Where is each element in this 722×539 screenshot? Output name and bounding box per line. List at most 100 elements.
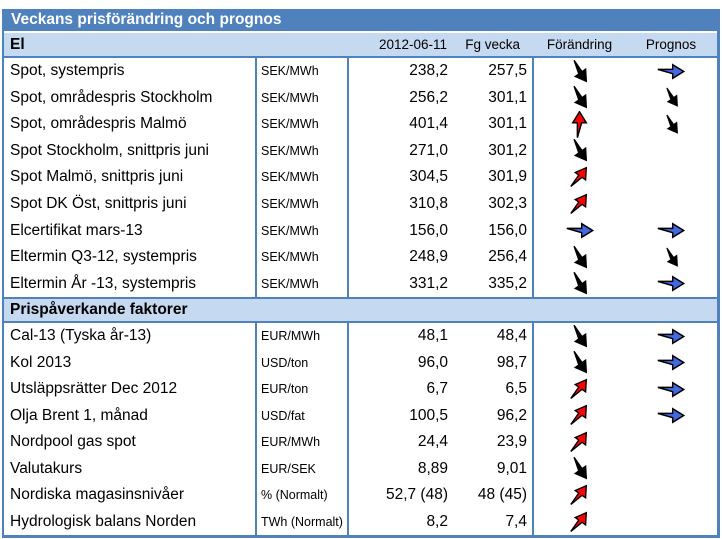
blue-right-arrow-icon: [657, 63, 686, 80]
blue-right-arrow-icon: [657, 407, 686, 424]
table-row: Eltermin Q3-12, systempris SEK/MWh 248,9…: [4, 243, 717, 271]
section-label-factors: Prispåverkande faktorer: [10, 300, 188, 318]
row-change-arrow-cell: [534, 191, 625, 218]
row-forecast-arrow-cell: [625, 349, 717, 376]
row-previous-value: 335,2: [453, 270, 534, 297]
row-change-arrow-cell: [534, 138, 625, 165]
table-row: Spot Malmö, snittpris juni SEK/MWh 304,5…: [4, 164, 717, 191]
row-name: Elcertifikat mars-13: [4, 217, 257, 244]
row-unit: SEK/MWh: [257, 190, 349, 218]
red-up-arrow-icon: [570, 511, 588, 532]
row-previous-value: 156,0: [453, 217, 534, 244]
row-current-value: 6,7: [426, 380, 448, 398]
row-previous-value: 98,7: [453, 349, 534, 377]
blue-right-arrow-icon: [566, 222, 594, 239]
row-unit: EUR/MWh: [257, 429, 349, 456]
row-current-value: 331,2: [409, 274, 448, 292]
row-forecast-arrow-cell: [625, 85, 717, 112]
row-current-value: 24,4: [417, 433, 448, 451]
section-factors-rows: Cal-13 (Tyska år-13) EUR/MWh 48,1 48,4 K…: [4, 322, 717, 536]
row-unit: SEK/MWh: [257, 137, 349, 165]
row-name: Kol 2013: [4, 349, 257, 377]
row-current-value: 304,5: [409, 168, 448, 186]
table-row: Olja Brent 1, månad USD/fat 100,5 96,2: [4, 402, 717, 430]
black-down-arrow-icon: [573, 351, 588, 374]
blue-right-arrow-icon: [657, 354, 686, 371]
row-current-value: 48,1: [417, 327, 448, 345]
table-row: Elcertifikat mars-13 SEK/MWh 156,0 156,0: [4, 217, 717, 244]
row-forecast-arrow-cell: [625, 403, 717, 430]
table-row: Spot, systempris SEK/MWh 238,2 257,5: [4, 58, 717, 85]
black-down-arrow-icon: [573, 86, 588, 109]
row-forecast-arrow-cell: [625, 244, 717, 271]
row-name: Valutakurs: [4, 455, 257, 483]
table-row: Spot Stockholm, snittpris juni SEK/MWh 2…: [4, 137, 717, 165]
table-row: Kol 2013 USD/ton 96,0 98,7: [4, 349, 717, 377]
row-unit: SEK/MWh: [257, 243, 349, 271]
row-change-arrow-cell: [534, 482, 625, 509]
row-forecast-arrow-cell: [625, 509, 717, 536]
row-name: Eltermin År -13, systempris: [4, 270, 257, 297]
row-forecast-arrow-cell: [625, 164, 717, 191]
row-current-value: 156,0: [409, 221, 448, 239]
row-change-arrow-cell: [534, 429, 625, 456]
table-row: Utsläppsrätter Dec 2012 EUR/ton 6,7 6,5: [4, 376, 717, 403]
row-current-value: 52,7 (48): [385, 486, 448, 504]
row-current-value: 310,8: [409, 195, 448, 212]
red-up-arrow-icon: [570, 193, 588, 214]
table-title: Veckans prisförändring och prognos: [4, 9, 717, 33]
row-current-value: 8,89: [417, 459, 448, 477]
row-unit: EUR/MWh: [257, 322, 349, 350]
row-current-value: 8,2: [426, 513, 448, 531]
row-previous-value: 96,2: [453, 402, 534, 430]
table-row: Spot, områdespris Stockholm SEK/MWh 256,…: [4, 84, 717, 112]
row-unit: SEK/MWh: [257, 217, 349, 244]
row-current-value: 256,2: [409, 88, 448, 106]
row-change-arrow-cell: [534, 244, 625, 271]
table-row: Nordpool gas spot EUR/MWh 24,4 23,9: [4, 429, 717, 456]
row-name: Spot DK Öst, snittpris juni: [4, 190, 257, 218]
row-unit: SEK/MWh: [257, 84, 349, 112]
table-row: Nordiska magasinsnivåer % (Normalt) 52,7…: [4, 482, 717, 509]
row-current-value: 96,0: [417, 353, 448, 371]
row-change-arrow-cell: [534, 376, 625, 403]
table-row: Cal-13 (Tyska år-13) EUR/MWh 48,1 48,4: [4, 322, 717, 350]
row-forecast-arrow-cell: [625, 270, 717, 297]
column-header-prev-week: Fg vecka: [465, 37, 520, 52]
row-change-arrow-cell: [534, 217, 625, 244]
row-previous-value: 301,9: [453, 164, 534, 191]
row-change-arrow-cell: [534, 509, 625, 536]
row-change-arrow-cell: [534, 349, 625, 376]
red-up-arrow-icon: [570, 431, 588, 452]
row-forecast-arrow-cell: [625, 191, 717, 218]
column-header-change: Förändring: [546, 37, 613, 52]
row-forecast-arrow-cell: [625, 323, 717, 350]
row-name: Spot, systempris: [4, 58, 257, 85]
table-row: Spot DK Öst, snittpris juni SEK/MWh 310,…: [4, 190, 717, 218]
black-down-arrow-icon: [573, 324, 588, 348]
row-name: Spot Stockholm, snittpris juni: [4, 137, 257, 165]
row-change-arrow-cell: [534, 58, 625, 85]
row-unit: SEK/MWh: [257, 270, 349, 297]
row-previous-value: 301,1: [453, 111, 534, 138]
blue-right-arrow-icon: [657, 275, 686, 292]
row-current-value: 248,9: [409, 248, 448, 266]
row-current-value: 100,5: [409, 406, 448, 424]
row-forecast-arrow-cell: [625, 482, 717, 509]
section-label-el: El: [10, 35, 25, 53]
column-header-row: El 2012-06-11 Fg vecka Förändring Progno…: [4, 33, 717, 58]
row-name: Hydrologisk balans Norden: [4, 508, 257, 536]
black-down-arrow-icon: [573, 59, 588, 83]
row-previous-value: 256,4: [453, 243, 534, 271]
row-previous-value: 23,9: [453, 429, 534, 456]
row-name: Nordiska magasinsnivåer: [4, 482, 257, 509]
row-previous-value: 48 (45): [453, 482, 534, 509]
row-forecast-arrow-cell: [625, 429, 717, 456]
black-down-arrow-icon: [573, 457, 588, 480]
black-down-small-arrow-icon: [665, 114, 678, 134]
row-name: Utsläppsrätter Dec 2012: [4, 376, 257, 403]
row-unit: SEK/MWh: [257, 111, 349, 138]
price-table: Veckans prisförändring och prognos El 20…: [2, 9, 720, 539]
row-previous-value: 301,2: [453, 137, 534, 165]
row-unit: EUR/SEK: [257, 455, 349, 483]
